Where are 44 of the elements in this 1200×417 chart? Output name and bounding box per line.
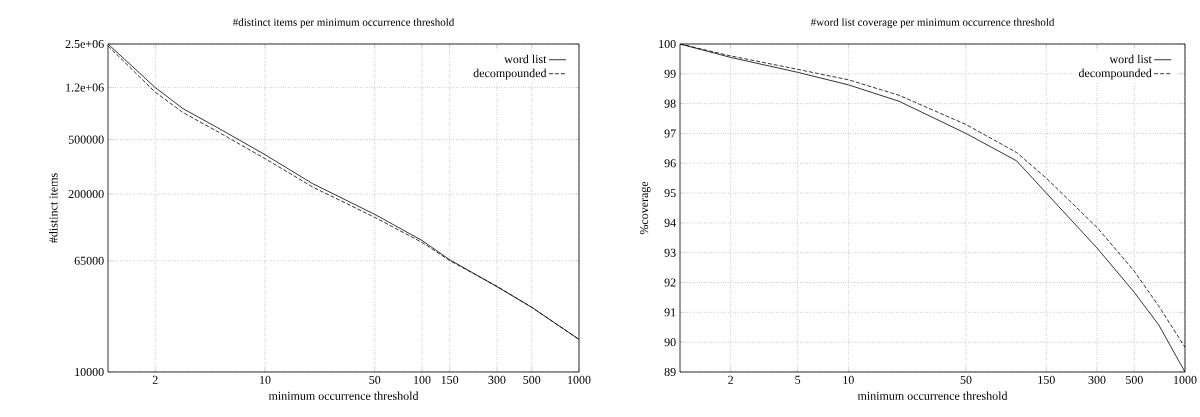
x-tick-label: 150 (1038, 375, 1055, 384)
x-tick-label: 500 (1126, 375, 1143, 384)
x-axis-title: minimum occurrence threshold (857, 391, 1008, 400)
y-axis-title: #distinct items (49, 173, 58, 243)
legend-label: word list (1109, 54, 1152, 64)
y-tick-label: 92 (664, 278, 676, 287)
y-tick-label: 91 (664, 308, 676, 317)
x-axis-title: minimum occurrence threshold (268, 391, 419, 400)
y-tick-label: 97 (664, 129, 676, 138)
y-tick-label: 98 (664, 99, 676, 108)
x-tick-label: 2 (728, 375, 733, 384)
x-tick-label: 5 (795, 375, 801, 384)
y-tick-label: 500000 (68, 135, 104, 144)
y-tick-label: 89 (664, 367, 676, 377)
y-tick-label: 94 (664, 218, 676, 227)
x-tick-label: 150 (441, 375, 459, 384)
x-tick-label: 10 (843, 375, 854, 384)
y-tick-label: 65000 (74, 256, 104, 265)
x-tick-label: 50 (369, 375, 381, 384)
chart-title: #word list coverage per minimum occurrence threshold (810, 18, 1055, 29)
x-tick-label: 50 (960, 375, 972, 384)
y-tick-label: 100 (659, 39, 676, 49)
x-tick-label: 2 (152, 375, 158, 384)
x-tick-label: 100 (414, 375, 431, 384)
y-tick-label: 96 (664, 159, 676, 168)
y-tick-label: 99 (664, 69, 676, 78)
y-tick-label: 10000 (75, 367, 104, 377)
y-tick-label: 2.5e+06 (65, 39, 104, 49)
x-tick-label: 300 (1088, 375, 1106, 384)
legend-label: decompounded (473, 68, 547, 80)
x-tick-label: 1000 (568, 375, 591, 384)
legend-label: word list (504, 54, 547, 64)
y-axis-title: %coverage (640, 181, 651, 235)
y-tick-label: 95 (664, 189, 676, 198)
y-tick-label: 1.2e+06 (66, 83, 104, 92)
x-tick-label: 10 (260, 375, 271, 384)
y-tick-label: 93 (664, 248, 676, 257)
y-tick-label: 200000 (68, 189, 104, 199)
y-tick-label: 90 (664, 338, 676, 347)
chart-title: #distinct items per minimum occurrence threshold (232, 18, 455, 29)
x-tick-label: 300 (488, 375, 506, 384)
legend-label: decompounded (1078, 68, 1152, 80)
x-tick-label: 1000 (1174, 375, 1197, 384)
x-tick-label: 500 (523, 375, 541, 384)
